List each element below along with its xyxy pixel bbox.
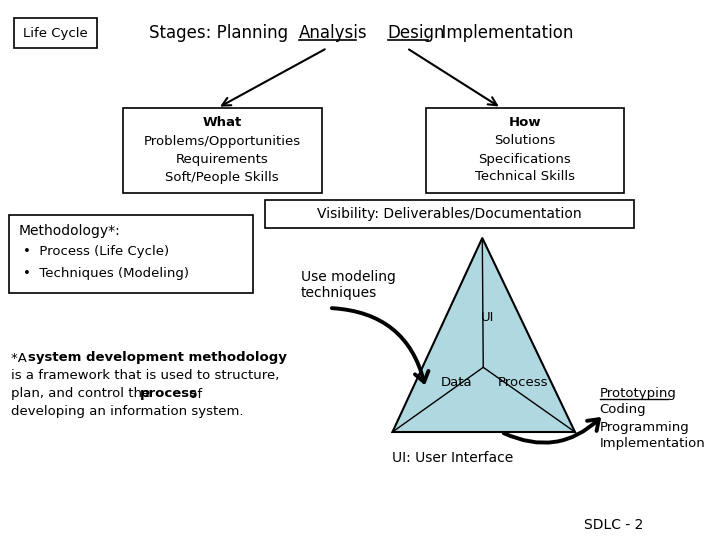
Text: SDLC - 2: SDLC - 2 bbox=[585, 518, 644, 532]
Text: Design: Design bbox=[388, 24, 445, 42]
Text: Implementation: Implementation bbox=[431, 24, 574, 42]
Text: system development methodology: system development methodology bbox=[28, 352, 287, 365]
Text: Problems/Opportunities: Problems/Opportunities bbox=[144, 134, 301, 147]
FancyArrowPatch shape bbox=[332, 308, 428, 382]
Text: Stages: Planning: Stages: Planning bbox=[150, 24, 299, 42]
Text: Data: Data bbox=[441, 376, 472, 389]
Text: developing an information system.: developing an information system. bbox=[12, 406, 244, 419]
Text: Soft/People Skills: Soft/People Skills bbox=[166, 171, 279, 184]
Text: Technical Skills: Technical Skills bbox=[475, 171, 575, 184]
FancyBboxPatch shape bbox=[9, 215, 253, 293]
Text: How: How bbox=[508, 117, 541, 130]
Text: Methodology*:: Methodology*: bbox=[19, 224, 121, 238]
Text: of: of bbox=[185, 388, 202, 401]
Text: Solutions: Solutions bbox=[494, 134, 556, 147]
FancyBboxPatch shape bbox=[265, 200, 634, 228]
FancyArrowPatch shape bbox=[504, 419, 599, 443]
Text: Process: Process bbox=[498, 376, 548, 389]
Text: Life Cycle: Life Cycle bbox=[24, 26, 88, 39]
Text: Implementation: Implementation bbox=[600, 437, 706, 450]
Text: Use modeling
techniques: Use modeling techniques bbox=[301, 270, 395, 300]
Text: process: process bbox=[140, 388, 198, 401]
Text: Programming: Programming bbox=[600, 421, 689, 434]
Text: Requirements: Requirements bbox=[176, 152, 269, 165]
Text: UI: UI bbox=[481, 311, 495, 324]
Text: Visibility: Deliverables/Documentation: Visibility: Deliverables/Documentation bbox=[317, 207, 582, 221]
Text: Prototyping: Prototyping bbox=[600, 387, 677, 400]
Text: is a framework that is used to structure,: is a framework that is used to structure… bbox=[12, 369, 280, 382]
FancyBboxPatch shape bbox=[123, 108, 322, 193]
FancyBboxPatch shape bbox=[426, 108, 624, 193]
Text: Analysis: Analysis bbox=[299, 24, 367, 42]
Text: •  Techniques (Modeling): • Techniques (Modeling) bbox=[23, 267, 189, 280]
Text: What: What bbox=[202, 117, 242, 130]
Text: plan, and control the: plan, and control the bbox=[12, 388, 155, 401]
Text: •  Process (Life Cycle): • Process (Life Cycle) bbox=[23, 245, 168, 258]
Text: *A: *A bbox=[12, 352, 32, 365]
Text: Coding: Coding bbox=[600, 403, 646, 416]
Text: UI: User Interface: UI: User Interface bbox=[392, 451, 513, 465]
Polygon shape bbox=[392, 238, 575, 432]
Text: Specifications: Specifications bbox=[479, 152, 571, 165]
FancyBboxPatch shape bbox=[14, 18, 97, 48]
